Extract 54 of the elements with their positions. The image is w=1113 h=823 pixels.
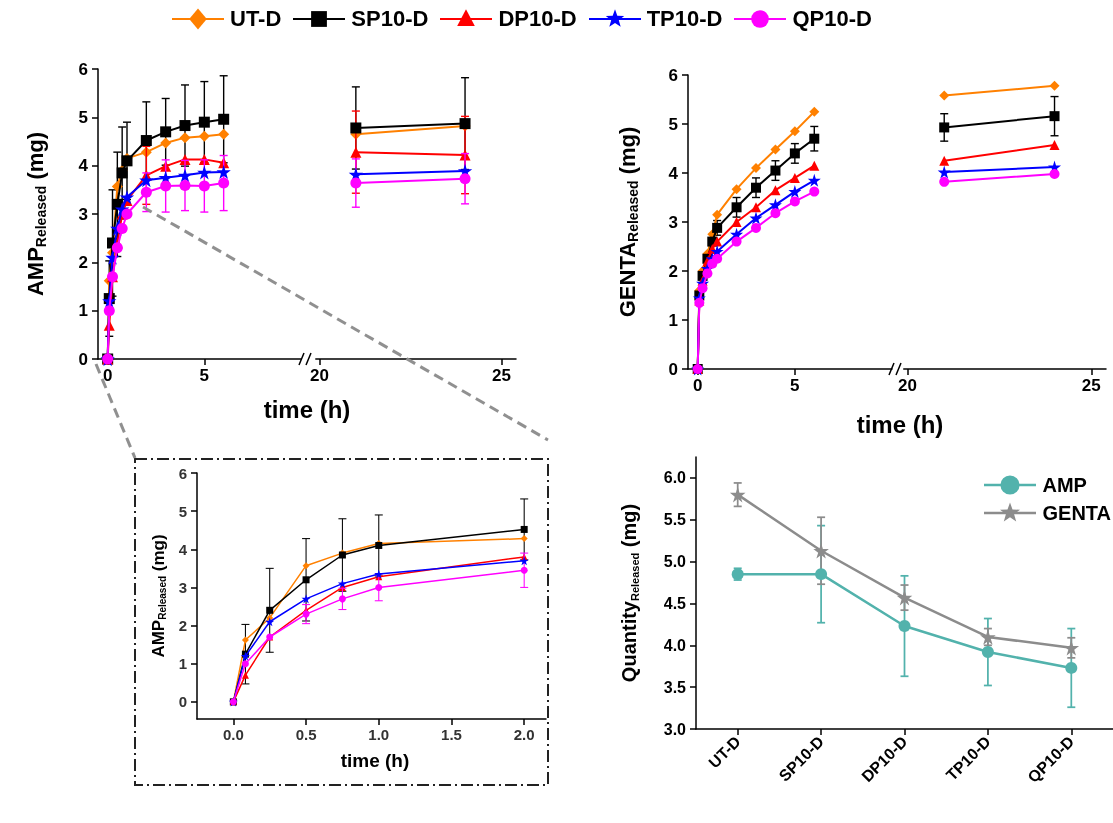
y-axis-title: AMPReleased (mg) xyxy=(22,131,49,297)
x-axis-title: time (h) xyxy=(263,396,351,424)
x-tick-label: 1.0 xyxy=(368,726,390,743)
x-tick-label: 20 xyxy=(309,366,329,385)
y-tick-label: 4 xyxy=(78,156,89,176)
x-tick-label: 25 xyxy=(491,366,511,385)
y-tick-label: 6 xyxy=(78,59,88,79)
legend-label: AMP xyxy=(1042,473,1087,497)
y-tick-label: 4.5 xyxy=(663,594,687,612)
x-tick-label: 1.5 xyxy=(441,726,462,743)
y-axis-title: QuantityReleased (mg) xyxy=(618,503,641,683)
y-axis-title: AMPReleased (mg) xyxy=(148,534,169,658)
y-tick-label: 2 xyxy=(668,261,678,281)
x-tick-label: 0 xyxy=(692,376,703,395)
y-tick-label: 5.5 xyxy=(663,511,687,529)
y-tick-label: 4 xyxy=(668,163,679,183)
y-tick-label: 3 xyxy=(178,578,187,596)
legend-label: QP10-D xyxy=(792,6,872,32)
y-tick-label: 4.0 xyxy=(663,636,687,654)
x-tick-label: 0.5 xyxy=(295,726,317,743)
y-tick-label: 6 xyxy=(178,464,187,482)
y-tick-label: 6 xyxy=(668,65,678,85)
x-tick-label: 25 xyxy=(1081,376,1101,395)
legend-label: DP10-D xyxy=(498,6,577,32)
y-tick-label: 5 xyxy=(668,114,678,134)
x-tick-label: 5 xyxy=(199,366,210,385)
legend-label: UT-D xyxy=(230,6,282,32)
x-tick-label: 0 xyxy=(102,366,113,385)
legend-label: SP10-D xyxy=(351,6,429,32)
x-axis-title: time (h) xyxy=(856,411,944,439)
y-tick-label: 5 xyxy=(78,107,88,127)
y-tick-label: 1 xyxy=(178,655,187,673)
y-tick-label: 3.0 xyxy=(663,720,687,738)
legend-label: GENTA xyxy=(1042,501,1111,525)
x-tick-label: 5 xyxy=(790,376,800,395)
y-tick-label: 5.0 xyxy=(663,553,687,571)
x-tick-label: 2.0 xyxy=(513,726,535,743)
y-tick-label: 0 xyxy=(178,693,187,711)
y-tick-label: 1 xyxy=(668,310,678,330)
y-tick-label: 2 xyxy=(178,617,187,635)
x-axis-title: time (h) xyxy=(340,750,410,772)
y-tick-label: 5 xyxy=(178,502,187,520)
y-tick-label: 3 xyxy=(78,204,88,224)
y-tick-label: 3 xyxy=(668,212,678,232)
x-tick-label: 20 xyxy=(897,376,917,395)
y-tick-label: 4 xyxy=(178,540,188,558)
y-tick-label: 1 xyxy=(78,301,88,321)
y-tick-label: 0 xyxy=(78,349,88,369)
y-tick-label: 6.0 xyxy=(663,469,687,487)
y-axis-title: GENTAReleased (mg) xyxy=(614,126,641,318)
x-tick-label: 0.0 xyxy=(222,726,244,743)
y-tick-label: 3.5 xyxy=(663,678,687,696)
legend-label: TP10-D xyxy=(646,6,723,32)
y-tick-label: 2 xyxy=(78,252,88,272)
